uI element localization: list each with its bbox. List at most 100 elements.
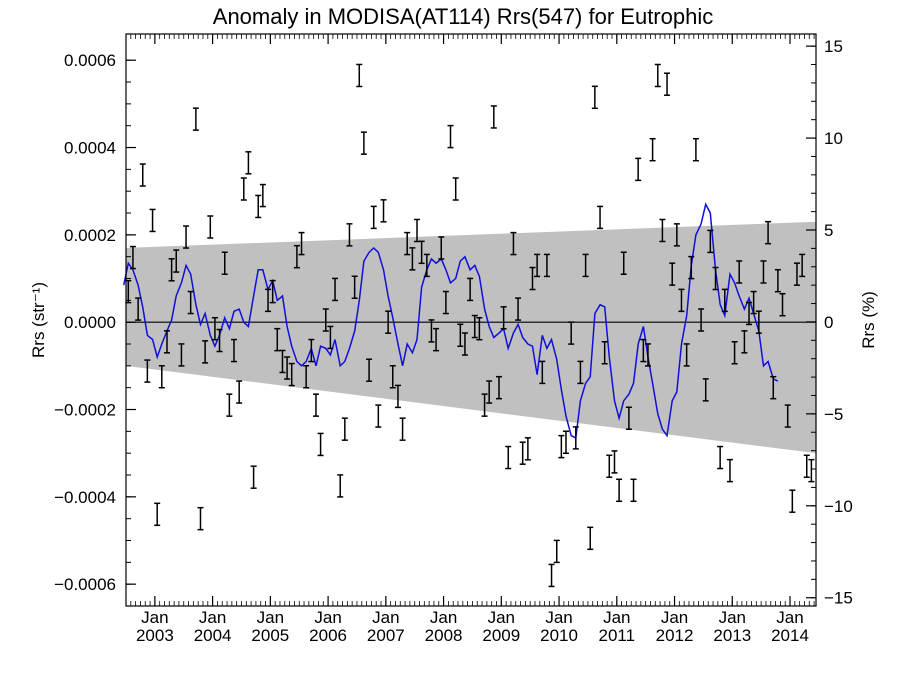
y2-tick-label: −15 — [824, 589, 853, 608]
data-point — [274, 327, 281, 352]
data-point — [197, 506, 204, 531]
confidence-band-layer — [126, 221, 816, 454]
data-point — [721, 288, 728, 313]
data-point — [399, 417, 406, 441]
left-y-axis: 0.0006 0.0004 0.0002 0.0000 −0.0002 −0.0004 −0… — [54, 51, 136, 594]
data-point — [750, 290, 757, 315]
smoothed-line-layer — [122, 202, 779, 440]
data-point — [519, 441, 526, 465]
data-point — [351, 275, 358, 300]
data-point — [298, 231, 305, 256]
data-point — [139, 163, 146, 187]
x-tick-label-month: Jan — [314, 608, 341, 627]
data-point — [192, 107, 199, 131]
data-point — [755, 310, 762, 334]
data-point — [163, 330, 170, 354]
data-point — [265, 288, 272, 313]
data-point — [447, 124, 454, 149]
y-tick-label: 0.0000 — [64, 313, 116, 332]
x-tick-label-month: Jan — [488, 608, 515, 627]
data-point — [524, 437, 531, 461]
plot-frame — [125, 33, 817, 607]
data-point — [616, 478, 623, 503]
x-tick-label-month: Jan — [430, 608, 457, 627]
x-tick-label-year: 2011 — [599, 626, 636, 645]
data-point — [789, 489, 796, 513]
data-point — [736, 260, 743, 284]
x-tick-label-year: 2010 — [540, 626, 578, 645]
x-tick-label-month: Jan — [776, 608, 803, 627]
data-point — [284, 356, 291, 380]
y-tick-label: −0.0004 — [54, 488, 116, 507]
data-point — [702, 378, 709, 402]
data-point — [683, 343, 690, 367]
data-point — [611, 450, 618, 474]
x-tick-label-month: Jan — [257, 608, 284, 627]
data-point — [467, 277, 474, 302]
data-point — [591, 85, 598, 110]
data-point — [216, 328, 223, 353]
data-point — [496, 375, 503, 400]
data-point — [322, 308, 329, 332]
data-point — [288, 362, 295, 387]
data-point — [803, 454, 810, 479]
data-point — [543, 253, 550, 278]
data-point — [597, 205, 604, 230]
data-point — [741, 330, 748, 354]
data-point — [481, 393, 488, 417]
data-point — [452, 177, 459, 201]
x-tick-label-year: 2003 — [136, 626, 174, 645]
data-point — [562, 430, 569, 455]
x-tick-label-month: Jan — [545, 608, 572, 627]
y-tick-label: 0.0006 — [64, 51, 116, 70]
data-point — [207, 215, 214, 239]
data-point — [799, 253, 806, 278]
x-tick-label-month: Jan — [719, 608, 746, 627]
data-point — [808, 458, 815, 483]
data-point — [178, 343, 185, 367]
data-point — [678, 288, 685, 313]
data-point — [746, 301, 753, 326]
smoothed-series-line — [122, 202, 779, 440]
data-point — [712, 266, 719, 291]
data-point — [558, 434, 565, 459]
data-point — [669, 262, 676, 286]
data-point — [486, 380, 493, 404]
data-point — [428, 319, 435, 343]
data-point — [692, 137, 699, 162]
data-point — [630, 478, 637, 503]
data-point — [245, 151, 252, 175]
y2-tick-label: −10 — [824, 497, 853, 516]
data-point — [202, 340, 209, 364]
data-point — [409, 247, 416, 271]
data-point — [317, 432, 324, 457]
data-point — [236, 380, 243, 404]
data-point — [356, 63, 363, 88]
data-point — [341, 417, 348, 441]
data-point — [673, 223, 680, 247]
data-point — [510, 231, 517, 256]
data-point — [226, 393, 233, 417]
data-point — [625, 406, 632, 430]
data-point — [240, 177, 247, 201]
x-tick-label-month: Jan — [199, 608, 226, 627]
data-point — [149, 208, 156, 233]
data-point — [726, 458, 733, 483]
data-point — [548, 563, 555, 588]
data-point — [770, 375, 777, 400]
x-tick-label-month: Jan — [661, 608, 688, 627]
data-point — [760, 260, 767, 284]
data-point — [385, 310, 392, 334]
data-point — [784, 404, 791, 428]
data-point — [534, 253, 541, 278]
data-point — [765, 220, 772, 245]
data-point — [577, 360, 584, 385]
data-point — [698, 308, 705, 332]
data-point — [461, 332, 468, 356]
right-y-axis: 15 10 5 0 −5 −10 −15 — [806, 37, 853, 608]
data-point — [154, 502, 161, 527]
data-point — [572, 426, 579, 450]
data-point — [717, 445, 724, 470]
data-point — [664, 72, 671, 96]
data-point — [438, 236, 445, 260]
